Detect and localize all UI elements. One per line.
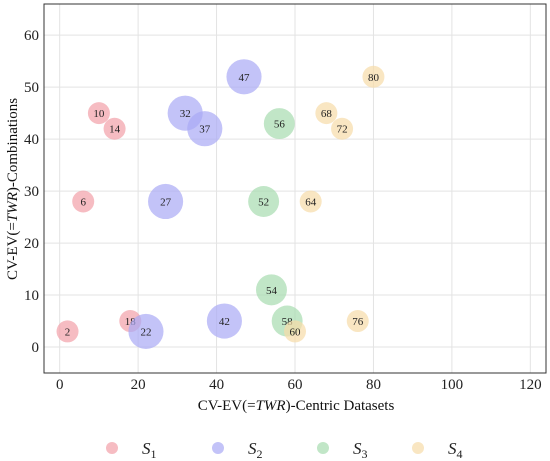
bubble-label: 47 — [239, 72, 251, 84]
bubble-label: 52 — [258, 196, 269, 208]
bubble-s1 — [87, 102, 110, 125]
bubble-label: 76 — [352, 316, 364, 328]
legend: S1 S2 S3 S4 — [106, 439, 463, 461]
y-tick-label: 60 — [24, 28, 39, 44]
legend-label-s4: S4 — [448, 439, 463, 461]
x-tick-label: 0 — [56, 377, 64, 393]
legend-label-s2: S2 — [248, 439, 263, 461]
bubble-label: 60 — [290, 326, 302, 338]
x-axis-title: CV-EV(=TWR)-Centric Datasets — [198, 398, 395, 414]
legend-marker-s3 — [317, 442, 329, 454]
bubble-s2 — [128, 313, 164, 349]
y-tick-label: 40 — [24, 132, 39, 148]
bubble-label: 58 — [282, 316, 294, 328]
y-tick-label: 20 — [24, 236, 39, 252]
x-tick-label: 20 — [131, 377, 146, 393]
y-axis-title: CV-EV(=TWR)-Combinations — [5, 98, 21, 280]
x-tick-label: 40 — [209, 377, 224, 393]
bubble-label: 80 — [368, 72, 380, 84]
bubble-s1 — [103, 117, 126, 140]
bubble-label: 54 — [266, 285, 278, 297]
bubble-s2 — [206, 303, 242, 339]
bubble-label: 18 — [125, 316, 137, 328]
bubble-label: 14 — [109, 124, 121, 136]
x-tick-label: 100 — [441, 377, 464, 393]
bubble-label: 72 — [337, 124, 348, 136]
bubble-s2 — [148, 183, 184, 220]
bubble-s1 — [72, 190, 95, 213]
bubble-label: 68 — [321, 108, 333, 120]
y-tick-label: 0 — [32, 340, 40, 356]
bubble-s3 — [263, 108, 295, 140]
bubble-s4 — [299, 190, 322, 213]
bubble-s4 — [346, 310, 369, 333]
bubble-s1 — [56, 320, 79, 343]
grid-lines — [44, 4, 546, 373]
legend-label-s3: S3 — [353, 439, 368, 461]
y-tick-label: 30 — [24, 184, 39, 200]
bubble-label: 27 — [160, 196, 172, 208]
bubble-s2 — [187, 111, 223, 147]
bubble-s4 — [315, 102, 338, 125]
legend-marker-s4 — [412, 442, 424, 454]
bubble-label: 56 — [274, 119, 286, 131]
x-tick-label: 60 — [288, 377, 303, 393]
x-tick-label: 80 — [366, 377, 381, 393]
bubble-s4 — [284, 320, 306, 343]
legend-marker-s1 — [106, 442, 118, 454]
plot-frame — [43, 3, 547, 374]
bubble-s4 — [362, 65, 385, 88]
bubble-s4 — [331, 117, 354, 140]
bubble-s2 — [226, 59, 262, 95]
bubble-label: 6 — [80, 196, 86, 208]
bubble-label: 10 — [93, 108, 105, 120]
bubble-label: 32 — [180, 108, 191, 120]
bubble-s3 — [255, 274, 287, 306]
legend-label-s1: S1 — [142, 439, 157, 461]
y-tick-label: 10 — [24, 288, 39, 304]
tick-labels: 0 20 40 60 80 100 120 0 10 20 30 40 50 60 — [24, 28, 542, 393]
bubble-label: 37 — [199, 124, 211, 136]
bubble-s3 — [248, 186, 280, 217]
bubble-label: 22 — [140, 326, 151, 338]
y-tick-label: 50 — [24, 80, 39, 96]
bubble-label: 42 — [219, 316, 230, 328]
bubble-label: 64 — [305, 196, 317, 208]
bubble-label: 2 — [65, 326, 71, 338]
legend-marker-s2 — [212, 442, 224, 454]
x-tick-label: 120 — [519, 377, 542, 393]
